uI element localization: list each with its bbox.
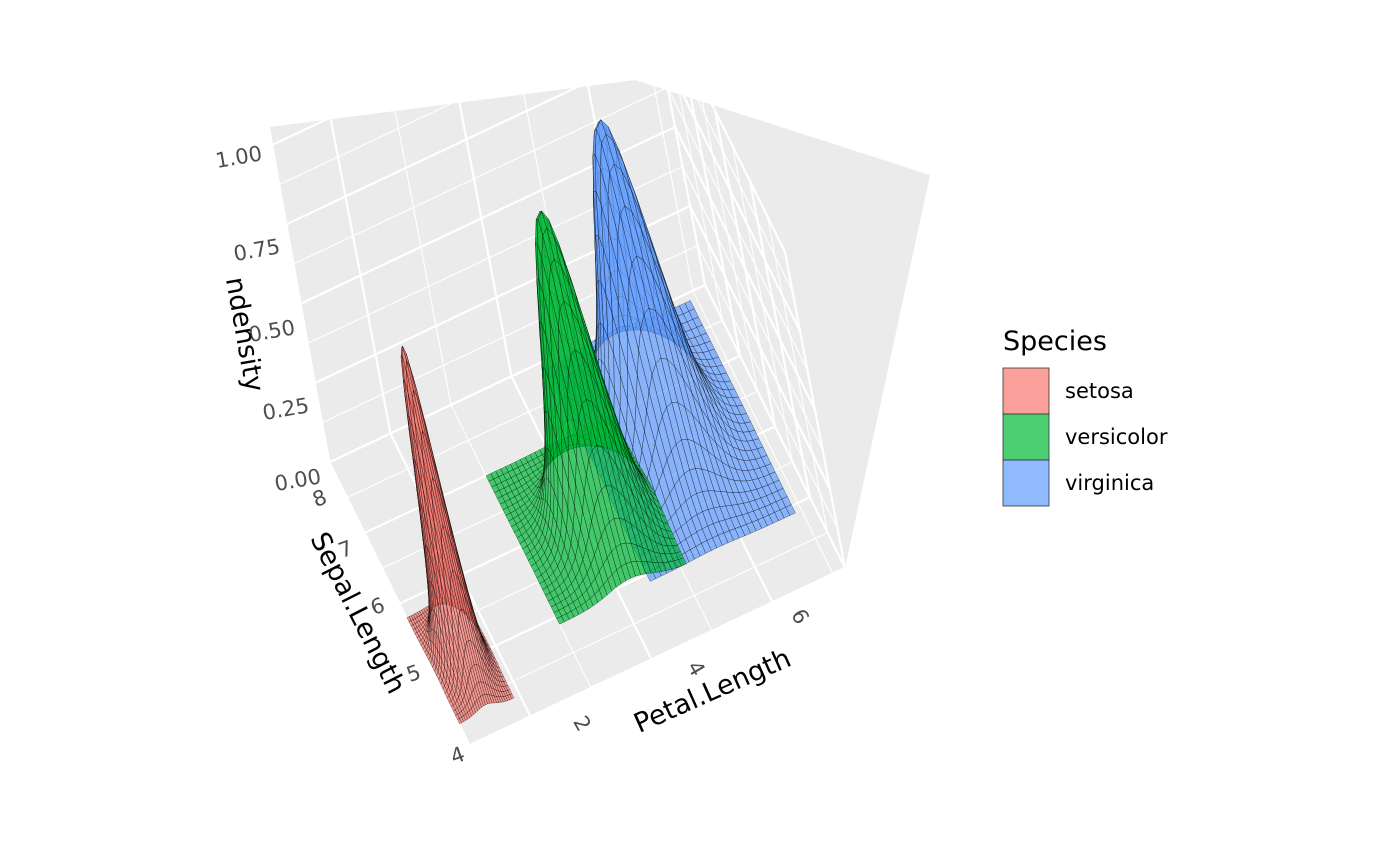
legend-label-virginica: virginica xyxy=(1065,471,1154,495)
grid-line xyxy=(269,0,582,147)
legend-key-versicolor xyxy=(1002,413,1050,461)
legend-title: Species xyxy=(1003,326,1107,357)
y-tick-label: 8 xyxy=(309,485,330,512)
z-tick-label: 0.25 xyxy=(261,393,311,425)
surface-versicolor xyxy=(485,210,687,625)
density-surfaces xyxy=(400,119,796,725)
grid-line xyxy=(292,87,668,265)
legend: Species setosa versicolor virginica xyxy=(1002,326,1168,507)
legend-label-setosa: setosa xyxy=(1065,379,1134,403)
grid-line xyxy=(682,166,823,450)
surface-setosa xyxy=(400,345,515,725)
legend-key-setosa xyxy=(1002,367,1050,415)
grid-line xyxy=(277,8,653,186)
z-tick-label: 1.00 xyxy=(214,141,264,173)
grid-line xyxy=(697,245,838,529)
grid-line xyxy=(469,567,846,746)
grid-line xyxy=(652,8,793,292)
grid-line xyxy=(659,0,786,253)
legend-label-versicolor: versicolor xyxy=(1065,425,1168,449)
surface-facet xyxy=(556,615,565,625)
grid-line xyxy=(659,47,801,332)
grid-line xyxy=(667,87,808,371)
grid-line xyxy=(704,284,846,569)
grid-line xyxy=(284,47,661,226)
grid-line xyxy=(689,205,831,490)
grid-line xyxy=(674,126,816,411)
grid-line xyxy=(452,532,828,711)
surface-facet xyxy=(457,718,462,725)
z-tick-label: 0.75 xyxy=(232,234,282,266)
x-tick-label: 6 xyxy=(786,605,813,629)
legend-key-virginica xyxy=(1002,459,1050,507)
y-tick-label: 4 xyxy=(447,742,468,769)
x-tick-label: 2 xyxy=(568,712,595,736)
